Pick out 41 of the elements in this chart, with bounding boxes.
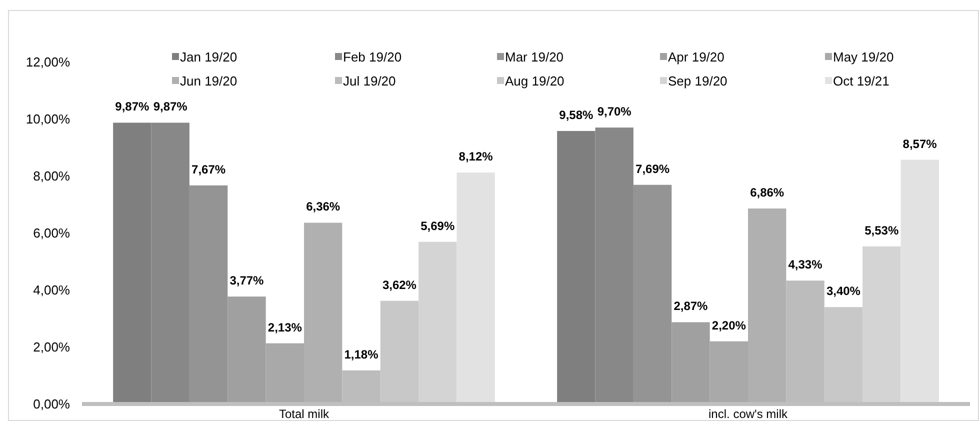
data-label: 6,36% bbox=[306, 200, 340, 214]
legend-label: Apr 19/20 bbox=[668, 50, 724, 65]
data-label: 5,53% bbox=[864, 223, 899, 238]
y-tick-label: 8,00% bbox=[33, 168, 70, 184]
legend-label: Jun 19/20 bbox=[180, 74, 238, 89]
legend-label: Sep 19/20 bbox=[668, 74, 728, 89]
data-label: 1,18% bbox=[344, 347, 379, 362]
data-label: 8,57% bbox=[902, 136, 938, 151]
data-label: 9,87% bbox=[153, 100, 188, 114]
data-label: 5,69% bbox=[420, 218, 455, 233]
data-label: 2,13% bbox=[268, 320, 302, 334]
legend-label: Jul 19/20 bbox=[343, 74, 396, 89]
data-label: 9,87% bbox=[115, 100, 150, 114]
data-label: 2,87% bbox=[674, 299, 708, 314]
data-label: 6,86% bbox=[750, 185, 784, 200]
data-label: 3,77% bbox=[230, 274, 264, 288]
y-tick-label: 12,00% bbox=[26, 54, 70, 70]
data-label: 7,67% bbox=[192, 162, 226, 176]
x-tick-label: Total milk bbox=[278, 407, 330, 421]
x-tick-label: incl. cow's milk bbox=[708, 407, 788, 421]
legend-label: Oct 19/21 bbox=[833, 74, 890, 89]
legend-label: Mar 19/20 bbox=[505, 50, 564, 65]
legend-label: Aug 19/20 bbox=[505, 74, 564, 89]
data-label: 7,69% bbox=[636, 162, 670, 176]
y-tick-label: 4,00% bbox=[33, 282, 70, 298]
legend-label: Feb 19/20 bbox=[343, 50, 402, 65]
bar bbox=[900, 160, 939, 404]
legend-label: Jan 19/20 bbox=[180, 50, 238, 65]
data-label: 3,40% bbox=[826, 284, 861, 298]
y-tick-label: 2,00% bbox=[33, 340, 70, 355]
y-tick-label: 10,00% bbox=[26, 112, 70, 127]
data-label: 8,12% bbox=[458, 150, 494, 164]
data-label: 9,70% bbox=[597, 104, 632, 119]
legend-label: May 19/20 bbox=[833, 50, 894, 65]
data-label: 3,62% bbox=[382, 278, 417, 292]
y-tick-label: 6,00% bbox=[33, 226, 70, 241]
data-label: 9,58% bbox=[559, 108, 594, 122]
data-label: 4,33% bbox=[788, 258, 823, 272]
y-tick-label: 0,00% bbox=[33, 396, 70, 412]
bar bbox=[456, 172, 495, 404]
data-label: 2,20% bbox=[712, 318, 746, 332]
